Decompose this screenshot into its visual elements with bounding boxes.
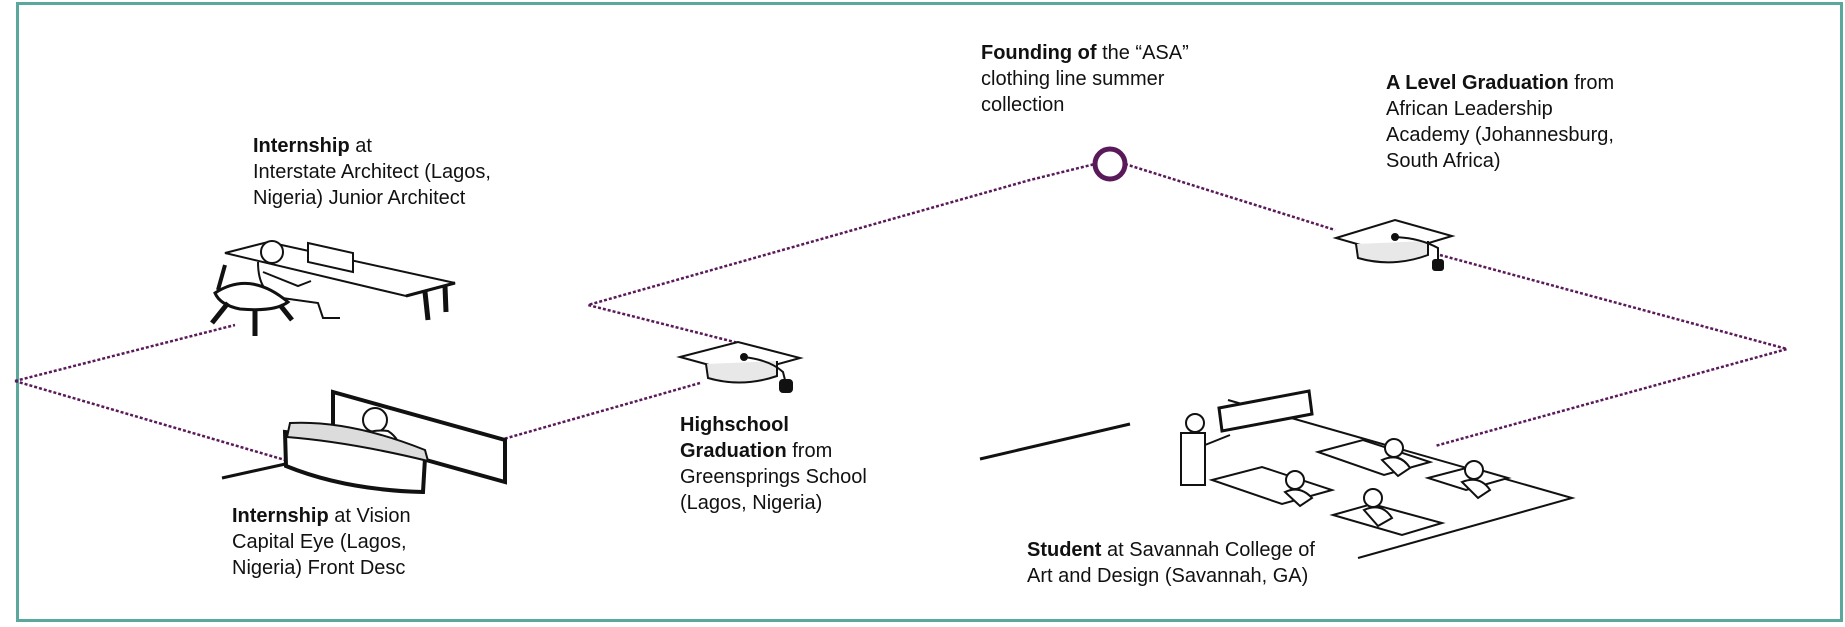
milestone-a-level: A Level Graduation from African Leadersh… (1386, 72, 1615, 172)
milestone-internship-architect: Internship at Interstate Architect (Lago… (253, 135, 491, 209)
milestone-student: Student at Savannah College of Art and D… (1027, 539, 1315, 587)
reception-desk-icon (221, 389, 507, 495)
desk-worker-icon (210, 240, 456, 336)
graduation-cap-icon (1332, 218, 1456, 271)
ring-icon (1092, 146, 1128, 182)
milestone-founding: Founding of the “ASA” clothing line summ… (981, 42, 1189, 116)
milestone-highschool: Highschool Graduation from Greensprings … (680, 414, 867, 514)
graduation-cap-icon (676, 340, 804, 393)
milestone-internship-vision: Internship at Vision Capital Eye (Lagos,… (232, 505, 411, 579)
classroom-icon (979, 389, 1576, 559)
timeline-path (14, 162, 1792, 462)
diagram-border (16, 2, 1843, 622)
